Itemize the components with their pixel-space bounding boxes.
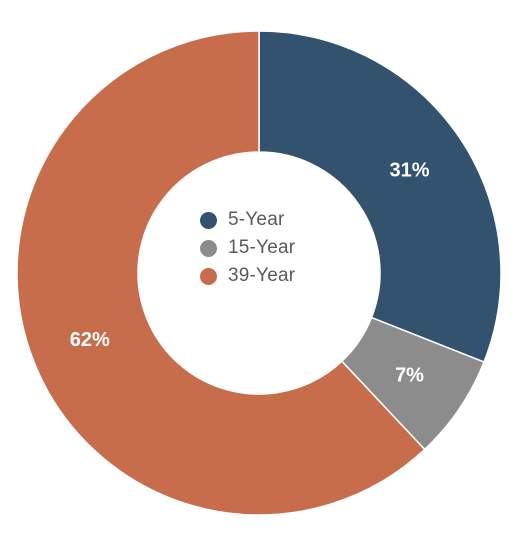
- data-label-5-year: 31%: [390, 160, 430, 182]
- chart-legend: 5-Year 15-Year 39-Year: [200, 206, 295, 290]
- legend-marker-15-year: [200, 239, 217, 257]
- legend-item-39-year: 39-Year: [200, 262, 295, 290]
- slices-layer: [16, 30, 502, 516]
- legend-marker-39-year: [200, 267, 217, 285]
- legend-label-39-year: 39-Year: [228, 265, 296, 286]
- data-label-39-year: 62%: [70, 329, 110, 351]
- legend-label-15-year: 15-Year: [228, 237, 296, 258]
- slice-5-year: [258, 30, 502, 364]
- data-labels-layer: 31% 7% 62%: [70, 160, 430, 387]
- legend-marker-5-year: [200, 211, 217, 229]
- legend-label-5-year: 5-Year: [228, 209, 285, 230]
- legend-item-5-year: 5-Year: [200, 206, 295, 234]
- legend-item-15-year: 15-Year: [200, 234, 295, 262]
- data-label-15-year: 7%: [395, 364, 424, 386]
- slice-39-year: [16, 30, 426, 516]
